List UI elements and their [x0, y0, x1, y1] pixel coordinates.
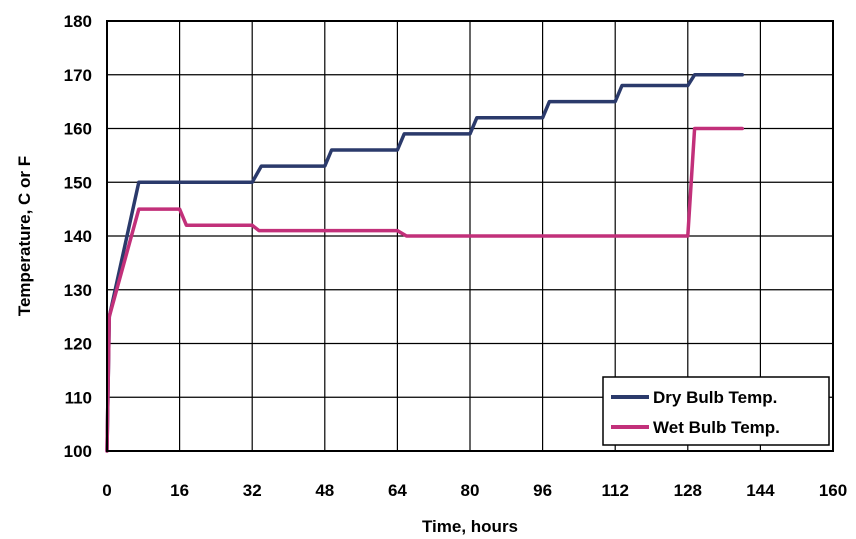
legend-box — [602, 376, 830, 446]
plot-frame — [106, 20, 834, 452]
y-tick-labels: 100 110 120 130 140 150 160 170 180 — [64, 12, 92, 461]
x-tick-label: 96 — [533, 481, 552, 500]
y-tick-label: 140 — [64, 227, 92, 246]
x-tick-label: 0 — [102, 481, 111, 500]
series-lines — [105, 73, 745, 453]
series-line-dry-bulb — [105, 73, 745, 453]
x-tick-label: 48 — [315, 481, 334, 500]
legend: Dry Bulb Temp. Wet Bulb Temp. — [602, 376, 830, 446]
series-line-wet-bulb — [105, 126, 745, 453]
x-tick-label: 160 — [819, 481, 847, 500]
x-axis-title: Time, hours — [422, 517, 518, 536]
y-tick-label: 130 — [64, 281, 92, 300]
x-tick-label: 112 — [601, 481, 628, 500]
x-tick-label: 144 — [746, 481, 775, 500]
y-tick-label: 170 — [64, 66, 92, 85]
y-tick-label: 150 — [64, 173, 92, 192]
y-axis-title: Temperature, C or F — [15, 156, 34, 316]
x-tick-label: 16 — [170, 481, 189, 500]
legend-label-dry-bulb: Dry Bulb Temp. — [653, 388, 777, 407]
x-tick-label: 64 — [388, 481, 407, 500]
y-tick-label: 120 — [64, 335, 92, 354]
x-tick-labels: 0 16 32 48 64 80 96 112 128 144 160 — [102, 481, 847, 500]
y-tick-label: 100 — [64, 442, 92, 461]
y-tick-label: 110 — [65, 388, 92, 407]
x-tick-label: 128 — [674, 481, 702, 500]
x-tick-label: 32 — [243, 481, 262, 500]
y-tick-label: 180 — [64, 12, 92, 31]
x-tick-label: 80 — [461, 481, 480, 500]
legend-label-wet-bulb: Wet Bulb Temp. — [653, 418, 780, 437]
y-tick-label: 160 — [64, 120, 92, 139]
